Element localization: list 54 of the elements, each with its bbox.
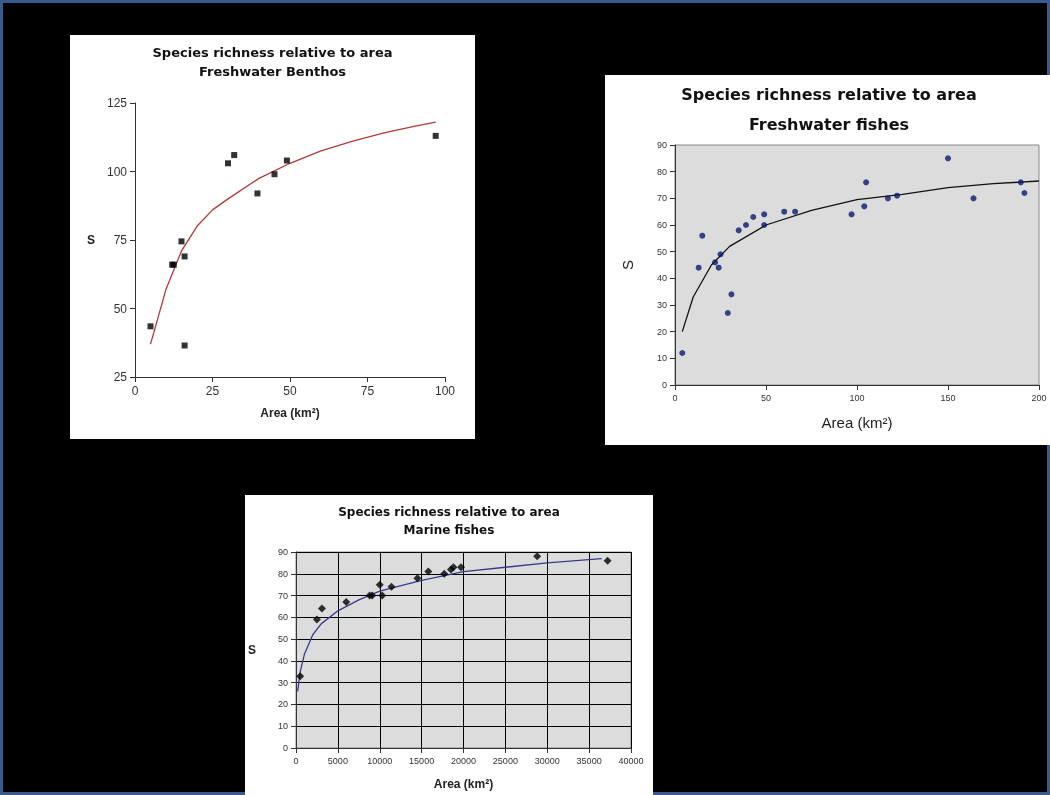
- x-tick-label: 100: [434, 384, 456, 398]
- y-tick-label: 70: [656, 193, 667, 204]
- y-tick-label: 70: [277, 590, 288, 601]
- y-tick-label: 10: [277, 721, 288, 732]
- x-tick-label: 0: [293, 755, 299, 766]
- x-tick-label: 35000: [576, 755, 602, 766]
- y-tick-label: 90: [656, 140, 667, 150]
- y-tick-label: 0: [282, 743, 288, 753]
- x-axis-title: Area (km²): [260, 406, 320, 420]
- chart-subtitle: Freshwater Benthos: [198, 64, 347, 79]
- x-tick-label: 40000: [618, 755, 644, 766]
- y-axis-title: S: [619, 259, 636, 271]
- y-tick-label: 20: [277, 699, 288, 710]
- y-tick-label: 30: [277, 677, 288, 688]
- y-tick-label: 30: [656, 300, 667, 310]
- y-tick-label: 90: [277, 547, 288, 557]
- y-tick-label: 80: [656, 166, 667, 177]
- y-tick-label: 50: [113, 301, 128, 316]
- x-tick-label: 25: [205, 384, 220, 398]
- x-tick-label: 200: [1031, 392, 1047, 403]
- x-tick-label: 100: [849, 392, 865, 403]
- y-tick-label: 60: [656, 220, 667, 230]
- y-tick-label: 80: [277, 568, 288, 579]
- y-axis-title: S: [247, 643, 256, 657]
- x-tick-label: 10000: [367, 755, 393, 766]
- chart-title: Species richness relative to area: [338, 505, 560, 519]
- chart-title: Species richness relative to area: [681, 84, 977, 104]
- x-tick-label: 20000: [450, 755, 477, 766]
- x-tick-label: 25000: [492, 755, 518, 766]
- x-tick-label: 0: [131, 384, 139, 398]
- x-tick-label: 75: [360, 384, 375, 398]
- x-tick-label: 150: [940, 392, 956, 403]
- y-tick-label: 125: [106, 96, 128, 110]
- y-tick-label: 10: [656, 353, 667, 364]
- y-tick-label: 100: [106, 164, 128, 179]
- x-tick-label: 15000: [409, 755, 435, 766]
- y-tick-label: 50: [277, 634, 288, 645]
- y-tick-label: 20: [656, 326, 667, 337]
- x-axis-title: Area (km²): [821, 414, 893, 431]
- chart-subtitle: Marine fishes: [403, 523, 495, 537]
- x-tick-label: 30000: [534, 755, 560, 766]
- x-tick-label: 0: [672, 392, 678, 403]
- x-tick-label: 5000: [327, 755, 348, 766]
- chart-subtitle: Freshwater fishes: [748, 114, 910, 134]
- chart-title: Species richness relative to area: [152, 45, 393, 60]
- y-axis-title: S: [86, 233, 95, 247]
- x-axis-title: Area (km²): [433, 777, 494, 791]
- y-tick-label: 50: [656, 246, 667, 257]
- y-tick-label: 60: [277, 612, 288, 623]
- y-tick-label: 25: [113, 370, 128, 384]
- y-tick-label: 40: [277, 655, 288, 666]
- y-tick-label: 75: [113, 233, 128, 247]
- x-tick-label: 50: [760, 392, 772, 403]
- y-tick-label: 40: [656, 273, 667, 284]
